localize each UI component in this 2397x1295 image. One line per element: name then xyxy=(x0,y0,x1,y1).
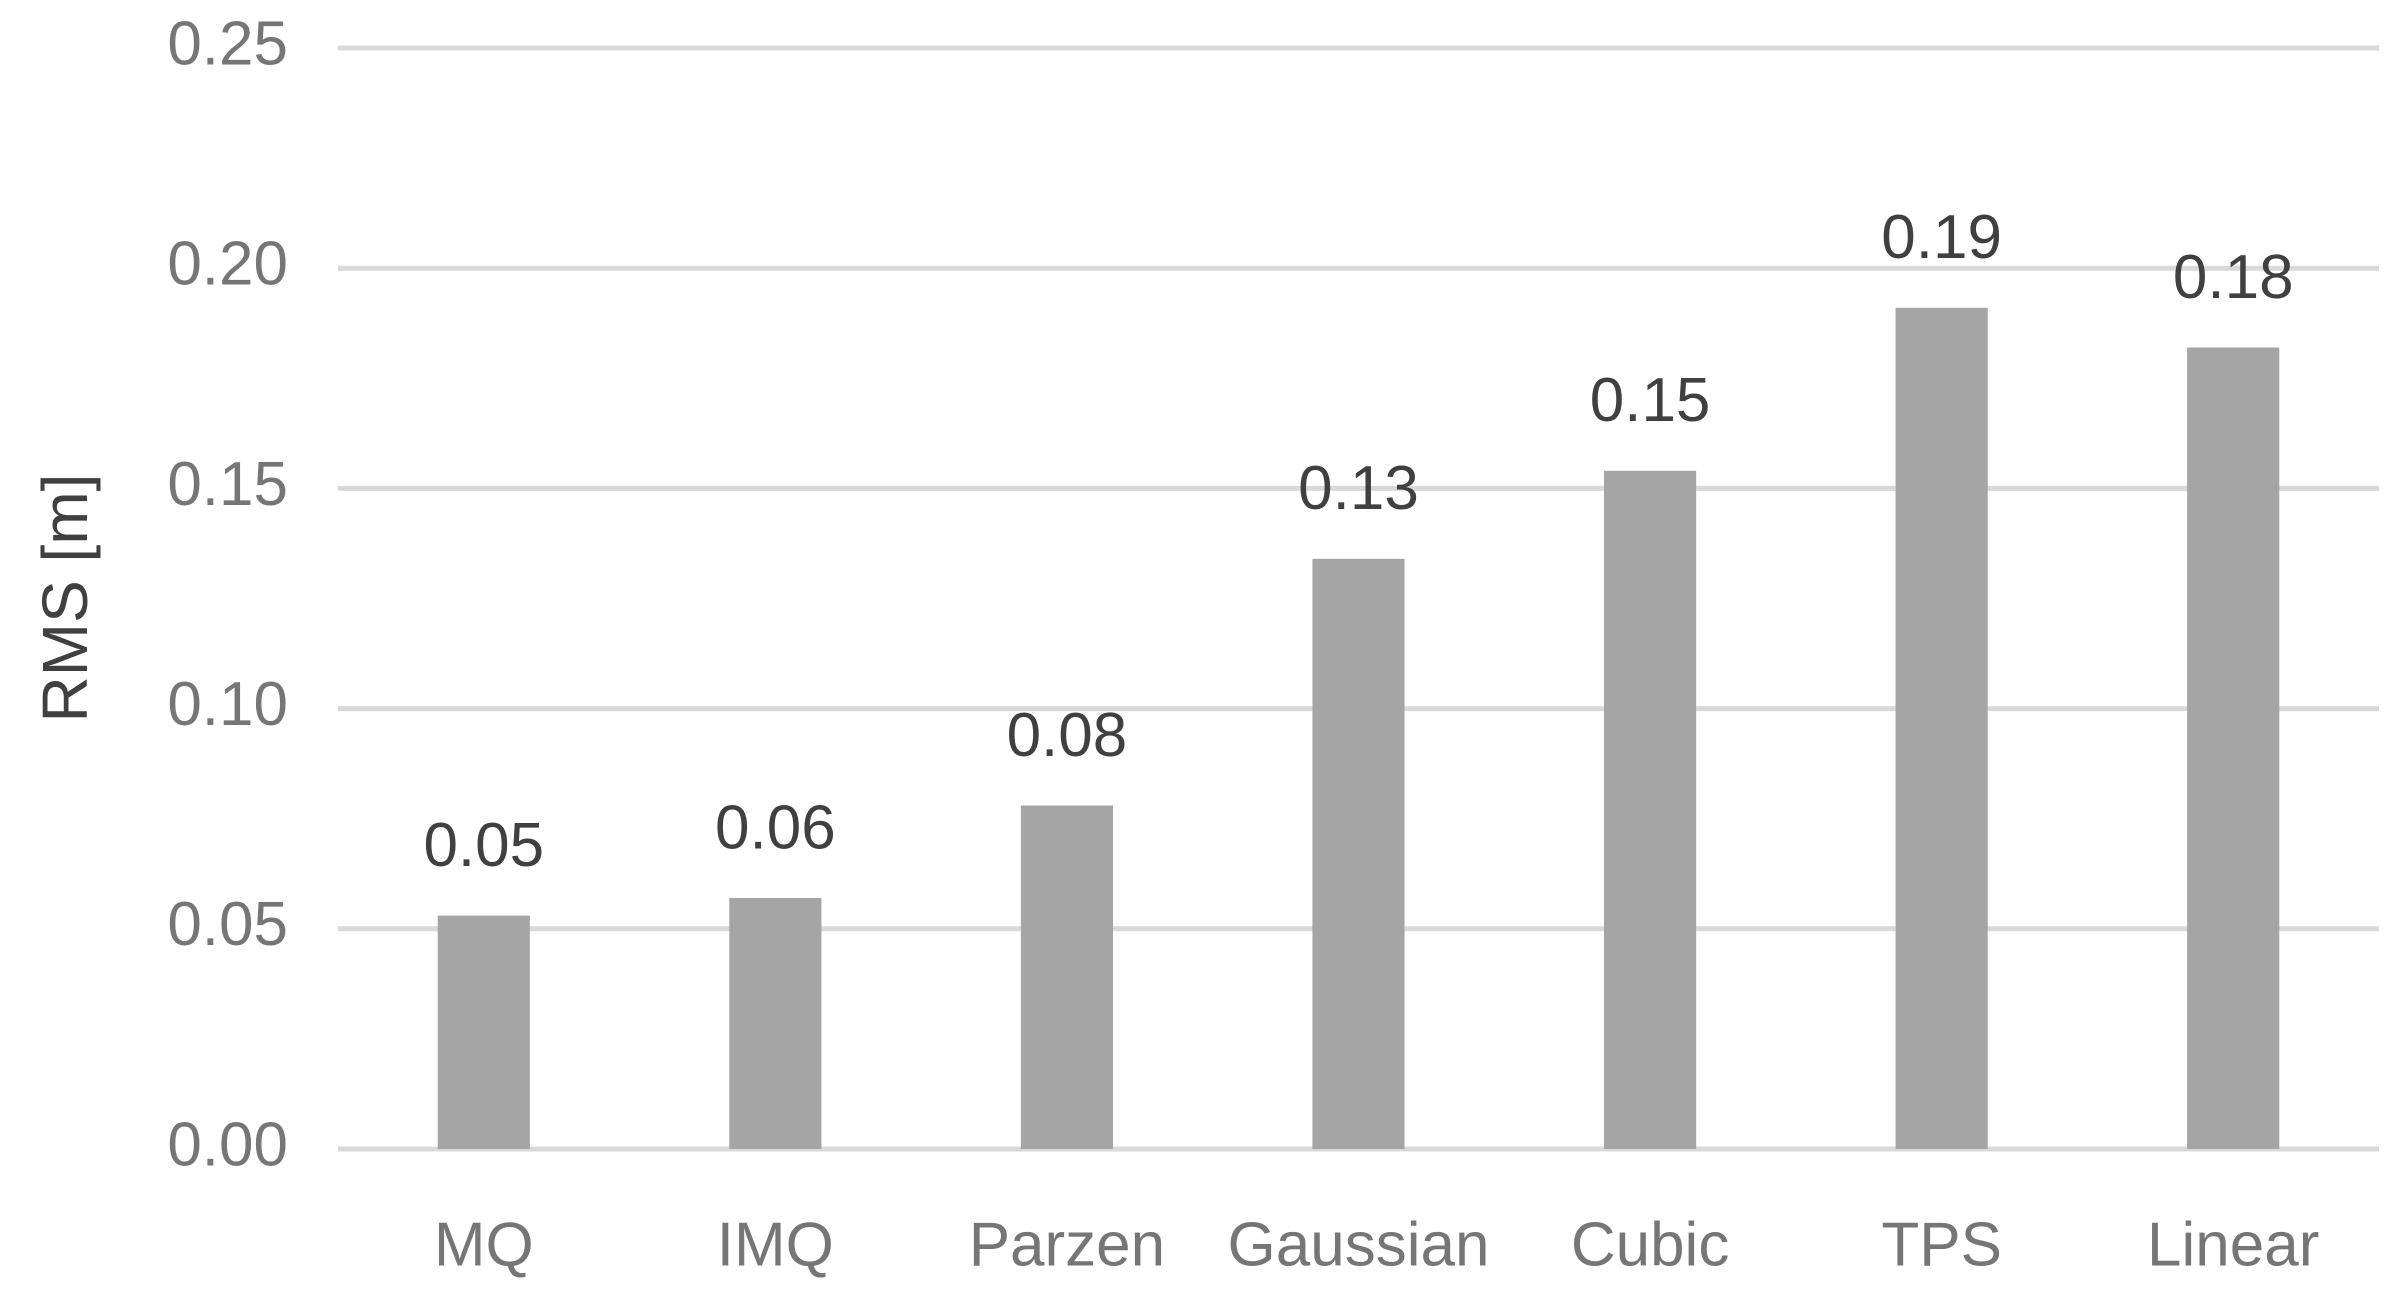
x-tick-label: Gaussian xyxy=(1228,1210,1490,1279)
x-tick-label: Cubic xyxy=(1571,1210,1730,1279)
y-tick-label: 0.20 xyxy=(167,230,288,299)
y-tick-label: 0.15 xyxy=(167,450,288,519)
value-label: 0.15 xyxy=(1590,366,1711,435)
bar xyxy=(729,897,822,1149)
x-tick-label: Parzen xyxy=(969,1210,1165,1279)
bar xyxy=(1604,470,1697,1149)
bar xyxy=(1020,805,1113,1149)
y-tick-label: 0.25 xyxy=(167,9,288,78)
bar xyxy=(2187,347,2280,1149)
value-label: 0.06 xyxy=(715,793,836,862)
x-tick-label: MQ xyxy=(434,1210,534,1279)
y-axis-title: RMS [m] xyxy=(29,474,101,723)
y-tick-label: 0.05 xyxy=(167,890,288,959)
value-label: 0.18 xyxy=(2173,243,2294,312)
value-label: 0.19 xyxy=(1881,203,2002,272)
value-label: 0.05 xyxy=(423,811,544,880)
x-tick-label: TPS xyxy=(1881,1210,2002,1279)
value-label: 0.13 xyxy=(1298,454,1419,523)
y-tick-label: 0.10 xyxy=(167,670,288,739)
bar xyxy=(1895,307,1988,1149)
x-tick-label: IMQ xyxy=(717,1210,834,1279)
y-tick-label: 0.00 xyxy=(167,1110,288,1179)
bar xyxy=(1312,558,1405,1149)
bar xyxy=(437,915,530,1149)
x-tick-label: Linear xyxy=(2147,1210,2319,1279)
value-label: 0.08 xyxy=(1007,701,1128,770)
